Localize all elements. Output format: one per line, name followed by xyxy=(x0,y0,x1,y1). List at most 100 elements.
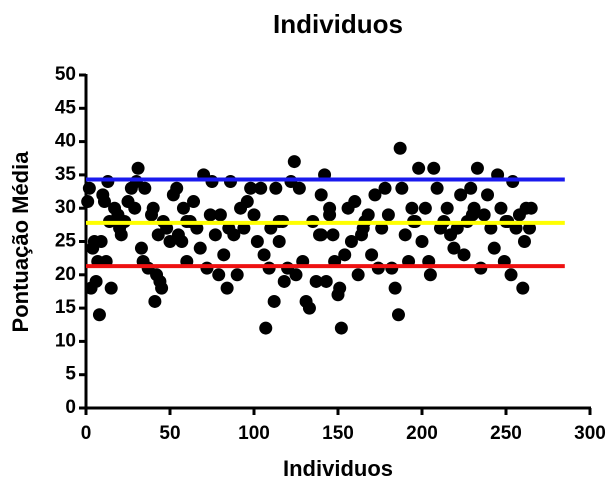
point xyxy=(415,235,429,248)
point xyxy=(81,195,95,209)
point xyxy=(450,221,464,235)
point xyxy=(314,228,328,242)
point xyxy=(187,195,201,209)
point xyxy=(272,235,286,248)
point xyxy=(287,155,301,169)
point xyxy=(395,181,409,195)
point xyxy=(131,161,145,175)
point xyxy=(309,274,323,288)
point xyxy=(82,181,96,195)
point xyxy=(148,294,162,308)
x-tick-label: 300 xyxy=(574,423,606,444)
point xyxy=(344,235,358,248)
point xyxy=(398,228,412,242)
point xyxy=(176,201,190,215)
point xyxy=(277,274,291,288)
x-axis-label: Individuos xyxy=(283,456,393,481)
point xyxy=(190,221,204,235)
point xyxy=(464,181,478,195)
point xyxy=(113,221,127,235)
point xyxy=(524,201,538,215)
point xyxy=(348,195,362,209)
point xyxy=(361,208,375,222)
point xyxy=(516,281,530,295)
point xyxy=(208,228,222,242)
y-tick-label: 30 xyxy=(55,197,76,218)
point xyxy=(259,321,273,335)
x-tick-label: 0 xyxy=(81,423,92,444)
point xyxy=(146,201,160,215)
point xyxy=(440,201,454,215)
point xyxy=(481,188,495,202)
point xyxy=(237,221,251,235)
y-tick-label: 5 xyxy=(65,364,76,385)
point xyxy=(381,208,395,222)
point xyxy=(351,268,365,282)
chart-title: Individuos xyxy=(273,9,403,39)
point xyxy=(319,274,333,288)
point xyxy=(375,221,389,235)
x-tick-label: 250 xyxy=(490,423,522,444)
point xyxy=(134,241,148,255)
point xyxy=(391,308,405,322)
point xyxy=(97,195,111,209)
point xyxy=(470,161,484,175)
point xyxy=(247,208,261,222)
point xyxy=(230,268,244,282)
point xyxy=(368,188,382,202)
point xyxy=(92,308,106,322)
y-tick-label: 50 xyxy=(55,64,76,85)
point xyxy=(170,181,184,195)
point xyxy=(193,241,207,255)
point xyxy=(365,248,379,262)
point xyxy=(160,221,174,235)
point xyxy=(155,281,169,295)
y-tick-label: 15 xyxy=(55,297,77,318)
point xyxy=(405,201,419,215)
point xyxy=(378,181,392,195)
point xyxy=(212,268,226,282)
point xyxy=(388,281,402,295)
point xyxy=(89,274,103,288)
point xyxy=(138,181,152,195)
point xyxy=(356,221,370,235)
point xyxy=(487,241,501,255)
point xyxy=(94,235,108,248)
point xyxy=(477,208,491,222)
point xyxy=(254,181,268,195)
point xyxy=(412,161,426,175)
point xyxy=(454,188,468,202)
point xyxy=(220,281,234,295)
point xyxy=(244,181,258,195)
y-tick-label: 40 xyxy=(55,131,76,152)
y-tick-label: 25 xyxy=(55,231,77,252)
point xyxy=(292,181,306,195)
point xyxy=(326,228,340,242)
y-tick-label: 35 xyxy=(55,164,77,185)
y-axis-label: Pontuação Média xyxy=(8,151,33,333)
point xyxy=(289,268,303,282)
point xyxy=(203,208,217,222)
point xyxy=(338,248,352,262)
point xyxy=(314,188,328,202)
point xyxy=(269,181,283,195)
point xyxy=(250,235,264,248)
y-tick-label: 0 xyxy=(65,397,76,418)
point xyxy=(418,201,432,215)
point xyxy=(517,235,531,248)
point xyxy=(128,201,142,215)
point xyxy=(423,268,437,282)
point xyxy=(484,221,498,235)
y-tick-label: 20 xyxy=(55,264,76,285)
x-tick-label: 50 xyxy=(159,423,180,444)
point xyxy=(323,208,337,222)
x-tick-label: 100 xyxy=(238,423,270,444)
point xyxy=(430,181,444,195)
point xyxy=(175,235,189,248)
point xyxy=(509,221,523,235)
y-tick-label: 45 xyxy=(55,97,77,118)
point xyxy=(393,141,407,155)
point xyxy=(334,321,348,335)
point xyxy=(302,301,316,315)
